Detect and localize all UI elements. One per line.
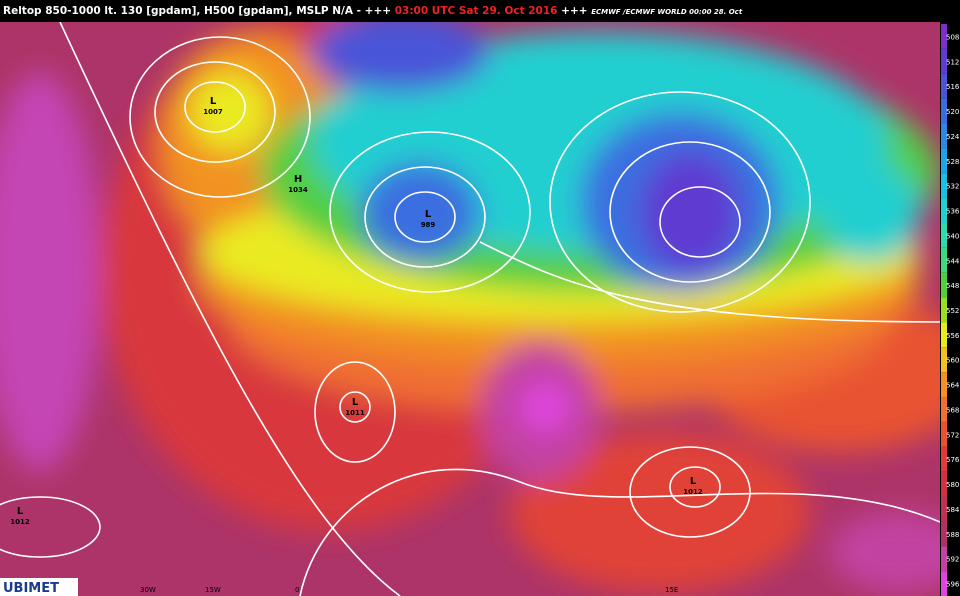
colorbar-label: 588	[946, 531, 959, 539]
colorbar-swatch	[941, 571, 947, 596]
center-pressure: 1007	[203, 108, 223, 116]
colorbar-label: 596	[946, 581, 960, 589]
colorbar-swatch	[941, 372, 947, 398]
center-kind: L	[210, 96, 217, 107]
longitude-label: 30W	[140, 586, 156, 594]
colorbar-swatch	[941, 222, 947, 248]
colorbar-label: 536	[946, 208, 960, 216]
title: Reltop 850-1000 lt. 130 [gpdam], H500 [g…	[3, 5, 392, 17]
colorbar-label: 508	[946, 33, 959, 41]
colorbar-label: 524	[946, 133, 960, 141]
colorbar-label: 512	[946, 58, 959, 66]
logo: UBIMET	[3, 581, 59, 596]
colorbar-label: 576	[946, 456, 960, 464]
longitude-label: 15E	[665, 586, 678, 594]
colorbar-swatch	[941, 148, 947, 174]
colorbar-swatch	[941, 521, 947, 547]
colorbar-label: 568	[946, 406, 959, 414]
center-pressure: 1012	[10, 518, 30, 526]
center-kind: L	[425, 209, 432, 220]
center-pressure: 1012	[683, 488, 703, 496]
center-kind: H	[294, 174, 302, 185]
colorbar-label: 556	[946, 332, 960, 340]
colorbar-swatch	[941, 322, 947, 348]
colorbar-label: 544	[946, 257, 960, 265]
colorbar-swatch	[941, 397, 947, 422]
colorbar-swatch	[941, 272, 947, 298]
longitude-label: 0	[295, 586, 299, 594]
colorbar-swatch	[941, 546, 947, 572]
center-kind: L	[17, 506, 24, 517]
colorbar-label: 560	[946, 357, 959, 365]
longitude-label: 15W	[205, 586, 221, 594]
colorbar-label: 572	[946, 431, 959, 439]
colorbar-swatch	[941, 446, 947, 472]
isobars	[0, 22, 941, 596]
colorbar-swatch	[941, 98, 947, 124]
colorbar-label: 564	[946, 382, 960, 390]
colorbar-swatch	[941, 247, 947, 273]
colorbar-swatch	[941, 73, 947, 99]
colorbar-swatch	[941, 297, 947, 323]
colorbar-label: 516	[946, 83, 960, 91]
colorbar-label: 532	[946, 183, 959, 191]
colorbar-swatch	[941, 496, 947, 522]
colorbar-label: 520	[946, 108, 959, 116]
colorbar-swatch	[941, 24, 947, 49]
thickness-field	[0, 22, 960, 592]
colorbar-label: 540	[946, 232, 959, 240]
colorbar-label: 548	[946, 282, 959, 290]
colorbar-swatch	[941, 347, 947, 373]
colorbar-label: 592	[946, 556, 959, 564]
colorbar-label: 528	[946, 158, 959, 166]
colorbar-swatch	[941, 421, 947, 447]
logo-box	[0, 578, 78, 596]
colorbar-label: 552	[946, 307, 959, 315]
colorbar: 508 512 516 520 524 528 532 536 540 544 548 552 556 5…	[941, 24, 960, 596]
colorbar-swatch	[941, 471, 947, 497]
center-pressure: 989	[421, 221, 436, 229]
center-pressure: 1011	[345, 409, 365, 417]
colorbar-swatch	[941, 173, 947, 199]
colorbar-swatch	[941, 198, 947, 223]
center-kind: L	[690, 476, 697, 487]
center-kind: L	[352, 397, 359, 408]
separator: +++	[561, 5, 588, 17]
title-bar: Reltop 850-1000 lt. 130 [gpdam], H500 [g…	[0, 0, 960, 22]
colorbar-swatch	[941, 48, 947, 74]
valid-time: 03:00 UTC Sat 29. Oct 2016	[394, 5, 558, 17]
colorbar-swatch	[941, 123, 947, 149]
colorbar-label: 584	[946, 506, 960, 514]
model-info: ECMWF /ECMWF WORLD 00:00 28. Oct	[591, 8, 743, 16]
center-pressure: 1034	[288, 186, 308, 194]
colorbar-label: 580	[946, 481, 959, 489]
